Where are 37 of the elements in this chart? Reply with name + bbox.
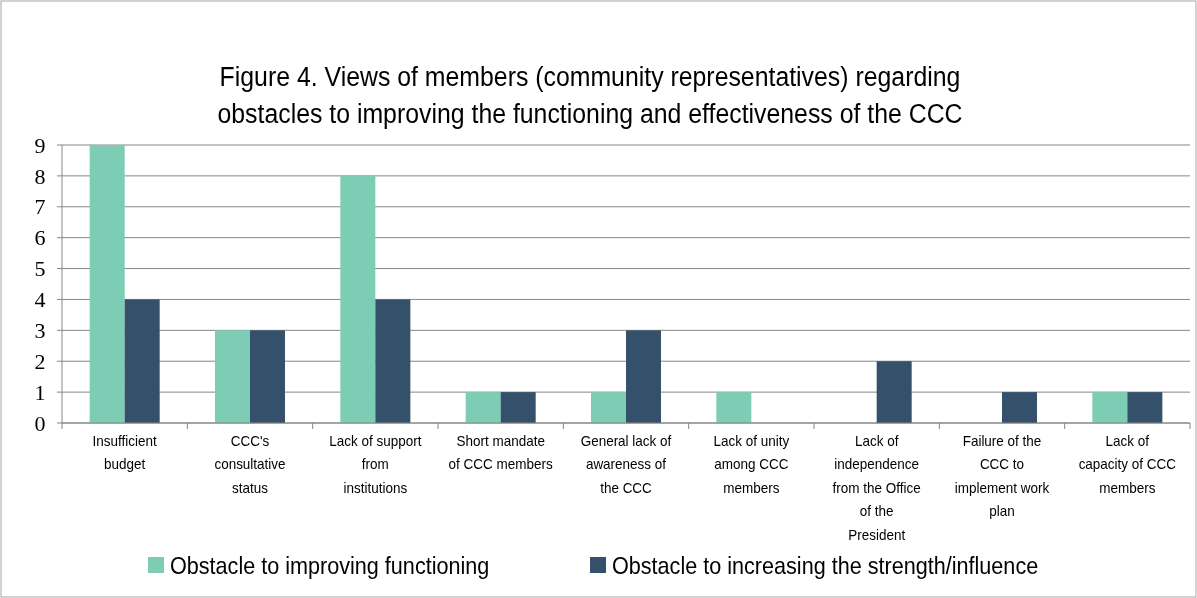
- bar: [89, 145, 125, 423]
- bar: [375, 299, 411, 423]
- bar: [876, 361, 912, 423]
- y-tick-label: 8: [34, 163, 46, 189]
- x-tick-label: Lack of unity among CCC members: [713, 432, 790, 497]
- bar: [1092, 392, 1128, 423]
- x-tick-label: Lack of capacity of CCC members: [1078, 432, 1177, 497]
- bar: [591, 392, 626, 423]
- x-tick-label: Insufficient budget: [92, 432, 157, 473]
- bar: [340, 175, 376, 423]
- y-tick-label: 9: [34, 132, 46, 158]
- y-tick-label: 7: [34, 194, 46, 220]
- chart-title: Figure 4. Views of members (community representatives) regarding obstacles to improving the functioning and effectiveness of the CCC: [217, 62, 963, 129]
- bar: [1002, 392, 1037, 423]
- legend-label: Obstacle to increasing the strength/influence: [612, 552, 1039, 580]
- x-tick-label: Short mandate of CCC members: [448, 432, 553, 473]
- y-tick-label: 4: [34, 287, 46, 313]
- x-tick-label: CCC's consultative status: [214, 432, 286, 497]
- legend-label: Obstacle to improving functioning: [170, 552, 490, 580]
- bar: [250, 330, 285, 423]
- x-tick-label: Lack of independence from the Office of the President: [832, 432, 921, 544]
- y-tick-label: 6: [34, 225, 46, 251]
- bar: [500, 392, 536, 423]
- x-tick-label: Failure of the CCC to implement work plan: [954, 432, 1051, 520]
- bar: [626, 330, 661, 423]
- y-tick-label: 3: [34, 318, 46, 344]
- bar: [1127, 392, 1163, 423]
- bar: [465, 392, 501, 423]
- y-tick-label: 2: [34, 348, 46, 374]
- y-tick-label: 5: [34, 256, 46, 282]
- bar: [215, 330, 250, 423]
- bar: [716, 392, 752, 423]
- x-tick-label: Lack of support from institutions: [329, 432, 422, 497]
- y-tick-label: 1: [34, 379, 46, 405]
- bar: [124, 299, 160, 423]
- x-tick-label: General lack of awareness of the CCC: [580, 432, 672, 497]
- y-tick-label: 0: [34, 410, 46, 436]
